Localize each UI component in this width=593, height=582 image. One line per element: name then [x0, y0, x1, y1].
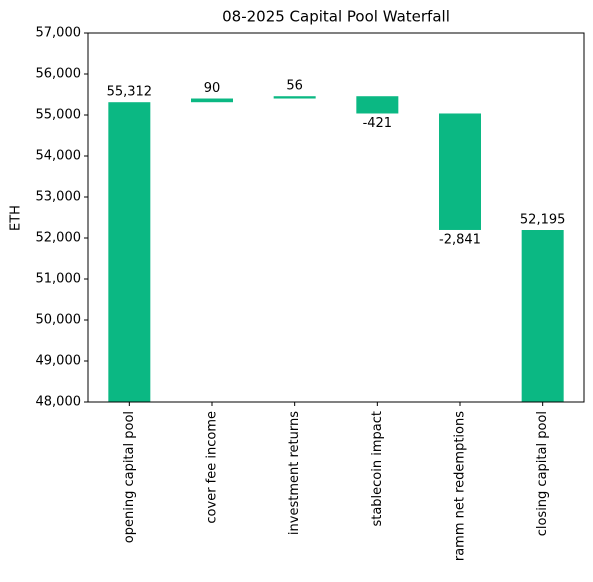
x-tick-label: closing capital pool [535, 411, 550, 536]
bar [439, 113, 481, 230]
value-label: 90 [204, 81, 221, 96]
value-label: -2,841 [439, 232, 481, 247]
y-axis-label: ETH [9, 205, 24, 231]
y-tick-label: 50,000 [36, 313, 82, 328]
x-tick-label: ramm net redemptions [453, 411, 468, 561]
value-label: 55,312 [107, 85, 153, 100]
y-tick-label: 56,000 [36, 67, 82, 82]
value-label: -421 [363, 116, 393, 131]
y-tick-label: 51,000 [36, 272, 82, 287]
chart-title: 08-2025 Capital Pool Waterfall [222, 8, 450, 26]
plot-frame [87, 32, 585, 403]
y-tick-label: 55,000 [36, 108, 82, 123]
value-label: 56 [286, 79, 303, 94]
x-tick-label: cover fee income [205, 411, 220, 524]
y-tick-label: 54,000 [36, 149, 82, 164]
y-tick-label: 57,000 [36, 26, 82, 41]
value-label: 52,195 [520, 213, 566, 228]
bar [273, 96, 316, 99]
y-tick-label: 49,000 [36, 354, 82, 369]
bar [521, 230, 564, 402]
x-tick-label: stablecoin impact [370, 411, 385, 527]
x-tick-label: investment returns [287, 411, 302, 535]
bar [191, 98, 233, 103]
y-tick-label: 52,000 [36, 231, 82, 246]
y-tick-label: 53,000 [36, 190, 82, 205]
bar [108, 102, 151, 402]
x-tick-label: opening capital pool [122, 411, 137, 543]
bar [356, 96, 399, 114]
y-tick-label: 48,000 [36, 395, 82, 410]
